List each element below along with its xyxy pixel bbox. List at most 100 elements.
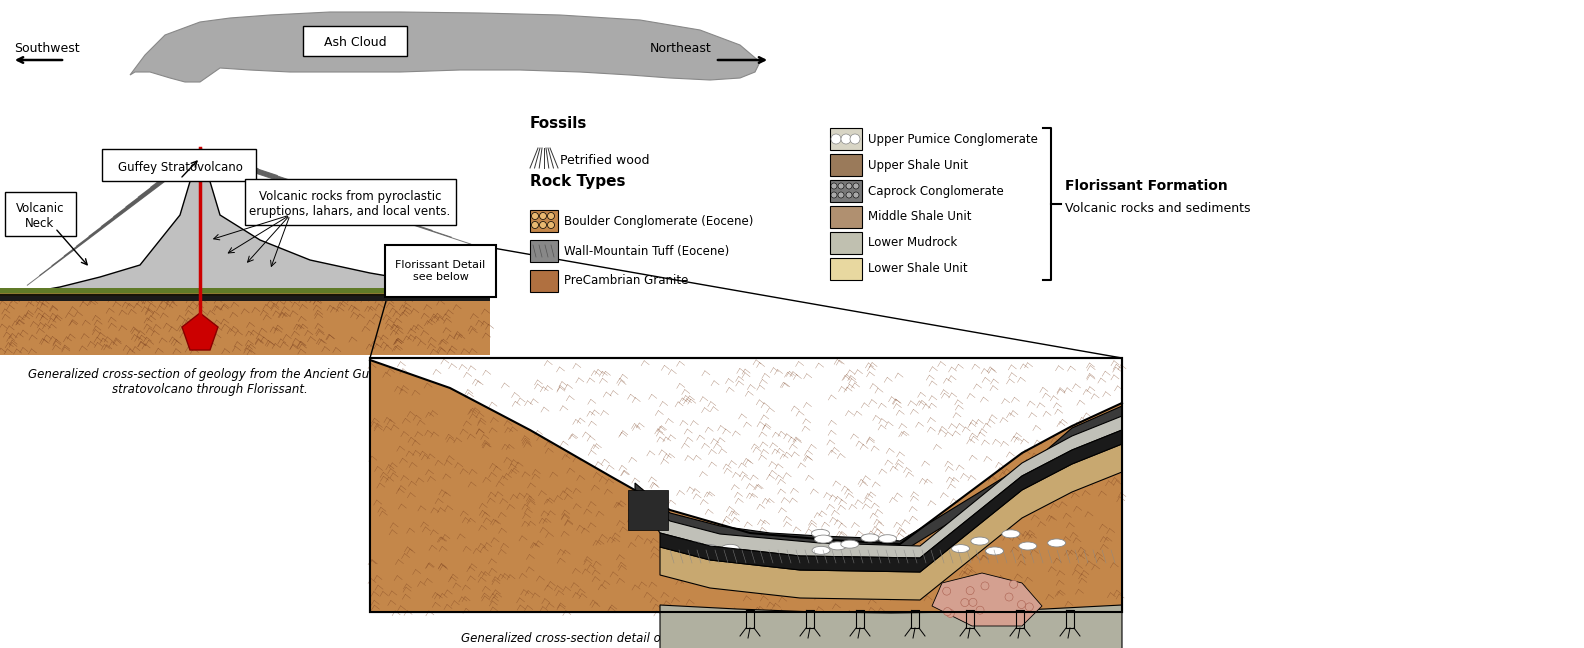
Text: Generalized cross-section detail of geology through the Florissant valley before: Generalized cross-section detail of geol… [461,632,1031,645]
Polygon shape [931,573,1042,626]
Polygon shape [14,148,489,295]
Circle shape [841,134,851,144]
Bar [0,288,489,293]
Circle shape [854,192,859,198]
Text: Volcanic
Neck: Volcanic Neck [16,202,65,230]
Ellipse shape [971,537,988,545]
FancyBboxPatch shape [5,192,76,236]
Polygon shape [661,605,1121,648]
Circle shape [548,222,554,229]
Circle shape [540,213,546,220]
Polygon shape [661,444,1121,600]
Circle shape [548,213,554,220]
Bar [830,128,862,150]
Text: Florissant Detail
see below: Florissant Detail see below [396,260,486,282]
Circle shape [1009,580,1017,588]
Text: Volcanic rocks from pyroclastic
eruptions, lahars, and local vents.: Volcanic rocks from pyroclastic eruption… [249,190,450,218]
FancyBboxPatch shape [246,179,456,225]
Circle shape [1025,603,1033,611]
Polygon shape [371,360,1121,612]
Circle shape [532,213,539,220]
Text: PreCambrian Granite: PreCambrian Granite [564,275,689,288]
Text: Petrified wood: Petrified wood [561,154,649,167]
Circle shape [832,183,836,189]
Circle shape [532,222,539,229]
Bar [371,358,1121,612]
Ellipse shape [716,548,733,557]
Circle shape [969,598,977,607]
Text: Southwest: Southwest [14,42,79,55]
Polygon shape [0,295,489,355]
Bar [0,296,489,301]
FancyBboxPatch shape [385,245,496,297]
Polygon shape [635,416,1121,558]
Circle shape [854,183,859,189]
Text: Fossils: Fossils [531,116,588,131]
Bar [830,258,862,280]
Circle shape [1004,593,1014,601]
Circle shape [1017,601,1025,608]
Ellipse shape [813,546,830,554]
Polygon shape [130,12,760,82]
Circle shape [980,582,988,590]
FancyBboxPatch shape [303,26,407,56]
Ellipse shape [1047,539,1066,547]
Text: Generalized cross-section of geology from the Ancient Guffey
stratovolcano throu: Generalized cross-section of geology fro… [29,368,391,396]
FancyBboxPatch shape [101,149,257,181]
Text: Rock Types: Rock Types [531,174,626,189]
Text: Wall-Mountain Tuff (Eocene): Wall-Mountain Tuff (Eocene) [564,244,729,257]
Circle shape [966,586,974,595]
Text: Boulder Conglomerate (Eocene): Boulder Conglomerate (Eocene) [564,214,754,227]
Circle shape [540,222,546,229]
Circle shape [976,606,984,614]
Bar [531,240,558,262]
Ellipse shape [841,540,859,548]
Ellipse shape [684,541,702,550]
Circle shape [944,608,952,616]
Text: Middle Shale Unit: Middle Shale Unit [868,211,971,224]
Circle shape [946,610,954,618]
Text: Florissant Formation: Florissant Formation [1064,179,1228,193]
Bar [531,270,558,292]
Circle shape [942,587,950,595]
Bar [531,210,558,232]
Ellipse shape [689,545,706,553]
Circle shape [961,599,969,607]
Text: Guffey Stratovolcano: Guffey Stratovolcano [117,161,242,174]
Ellipse shape [828,542,846,550]
Bar [830,232,862,254]
Polygon shape [661,430,1121,572]
Ellipse shape [811,529,830,537]
Polygon shape [635,406,1121,553]
Ellipse shape [879,535,897,543]
Circle shape [851,134,860,144]
Text: Upper Pumice Conglomerate: Upper Pumice Conglomerate [868,132,1038,146]
Bar [830,154,862,176]
Ellipse shape [700,544,718,553]
Circle shape [838,192,844,198]
Ellipse shape [721,544,740,552]
Ellipse shape [952,544,969,553]
Ellipse shape [814,535,832,543]
Bar [830,206,862,228]
Text: Lower Mudrock: Lower Mudrock [868,237,957,249]
Circle shape [846,183,852,189]
Bar [371,358,1121,612]
Bar [0,291,489,299]
Ellipse shape [862,534,879,542]
Bar [830,180,862,202]
Circle shape [846,192,852,198]
Circle shape [832,192,836,198]
Text: Caprock Conglomerate: Caprock Conglomerate [868,185,1004,198]
Bar [627,490,668,530]
Circle shape [838,183,844,189]
Text: Upper Shale Unit: Upper Shale Unit [868,159,968,172]
Ellipse shape [1003,530,1020,538]
Circle shape [832,134,841,144]
Ellipse shape [985,547,1004,555]
Text: Volcanic rocks and sediments: Volcanic rocks and sediments [1064,202,1250,215]
Text: Northeast: Northeast [649,42,711,55]
Ellipse shape [1019,542,1038,550]
Text: Lower Shale Unit: Lower Shale Unit [868,262,968,275]
Polygon shape [182,313,219,350]
